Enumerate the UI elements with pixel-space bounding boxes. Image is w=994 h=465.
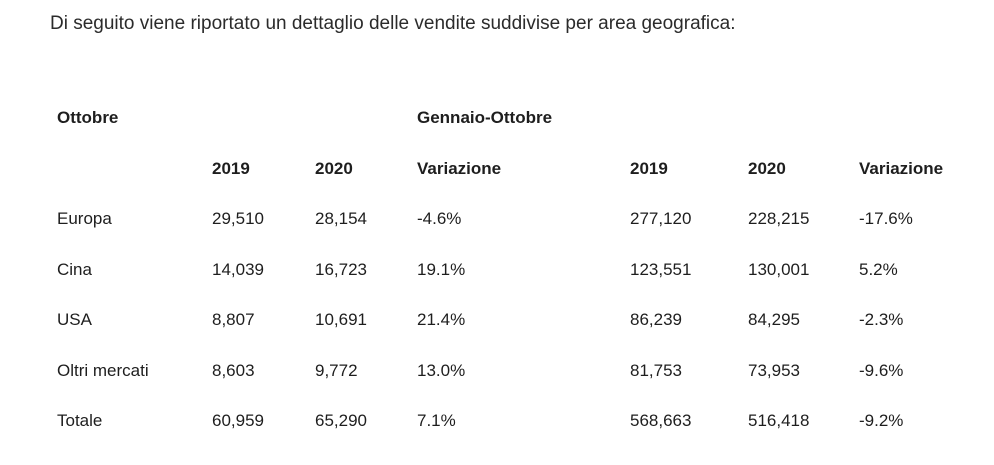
table-cell: 65,290 <box>315 411 367 431</box>
group-header-gennaio-ottobre: Gennaio-Ottobre <box>417 108 553 128</box>
column-header: 2019 <box>630 158 668 178</box>
table-cell: 28,154 <box>315 209 367 229</box>
column-header: 2019 <box>212 158 250 178</box>
empty-cell <box>630 93 748 144</box>
table-cell: 123,551 <box>630 259 692 279</box>
table-cell: 21.4% <box>417 310 466 330</box>
region-label: Oltri mercati <box>57 360 149 380</box>
table-row: Oltri mercati 8,603 9,772 13.0% 81,753 7… <box>57 346 969 397</box>
region-label: Cina <box>57 259 92 279</box>
table-cell: 516,418 <box>748 411 810 431</box>
column-header-row: 2019 2020 Variazione 2019 2020 Variazion… <box>57 144 969 195</box>
group-header-ottobre: Ottobre <box>57 108 119 128</box>
empty-cell <box>315 93 417 144</box>
table-row: Totale 60,959 65,290 7.1% 568,663 516,41… <box>57 396 969 447</box>
sales-by-region-table: Ottobre Gennaio-Ottobre 2019 2020 Variaz… <box>57 93 969 447</box>
column-header: Variazione <box>417 158 502 178</box>
table-cell: -17.6% <box>859 209 913 229</box>
table-cell: 84,295 <box>748 310 800 330</box>
table-cell: 8,807 <box>212 310 255 330</box>
table-cell: 277,120 <box>630 209 692 229</box>
table-cell: 10,691 <box>315 310 367 330</box>
region-label: Europa <box>57 209 112 229</box>
table-cell: 86,239 <box>630 310 682 330</box>
table-cell: 130,001 <box>748 259 810 279</box>
table-row: USA 8,807 10,691 21.4% 86,239 84,295 -2.… <box>57 295 969 346</box>
intro-paragraph: Di seguito viene riportato un dettaglio … <box>50 13 736 34</box>
table-cell: 14,039 <box>212 259 264 279</box>
table-cell: 19.1% <box>417 259 466 279</box>
empty-cell <box>212 93 315 144</box>
table-cell: -9.2% <box>859 411 904 431</box>
region-label: USA <box>57 310 92 330</box>
column-header: 2020 <box>748 158 786 178</box>
table-cell: 8,603 <box>212 360 255 380</box>
table-cell: 5.2% <box>859 259 898 279</box>
table-cell: -9.6% <box>859 360 904 380</box>
column-header: 2020 <box>315 158 353 178</box>
table-row: Cina 14,039 16,723 19.1% 123,551 130,001… <box>57 245 969 296</box>
table-cell: -4.6% <box>417 209 462 229</box>
table-row: Europa 29,510 28,154 -4.6% 277,120 228,2… <box>57 194 969 245</box>
table-cell: 228,215 <box>748 209 810 229</box>
empty-cell <box>748 93 859 144</box>
group-header-row: Ottobre Gennaio-Ottobre <box>57 93 969 144</box>
table-cell: 73,953 <box>748 360 800 380</box>
table-cell: 81,753 <box>630 360 682 380</box>
table-cell: 13.0% <box>417 360 466 380</box>
table-cell: -2.3% <box>859 310 904 330</box>
table-cell: 60,959 <box>212 411 264 431</box>
column-header <box>57 144 212 195</box>
table-cell: 9,772 <box>315 360 358 380</box>
table-cell: 568,663 <box>630 411 692 431</box>
table-cell: 29,510 <box>212 209 264 229</box>
region-label: Totale <box>57 411 103 431</box>
empty-cell <box>859 93 969 144</box>
table-cell: 16,723 <box>315 259 367 279</box>
column-header: Variazione <box>859 158 944 178</box>
table-cell: 7.1% <box>417 411 456 431</box>
